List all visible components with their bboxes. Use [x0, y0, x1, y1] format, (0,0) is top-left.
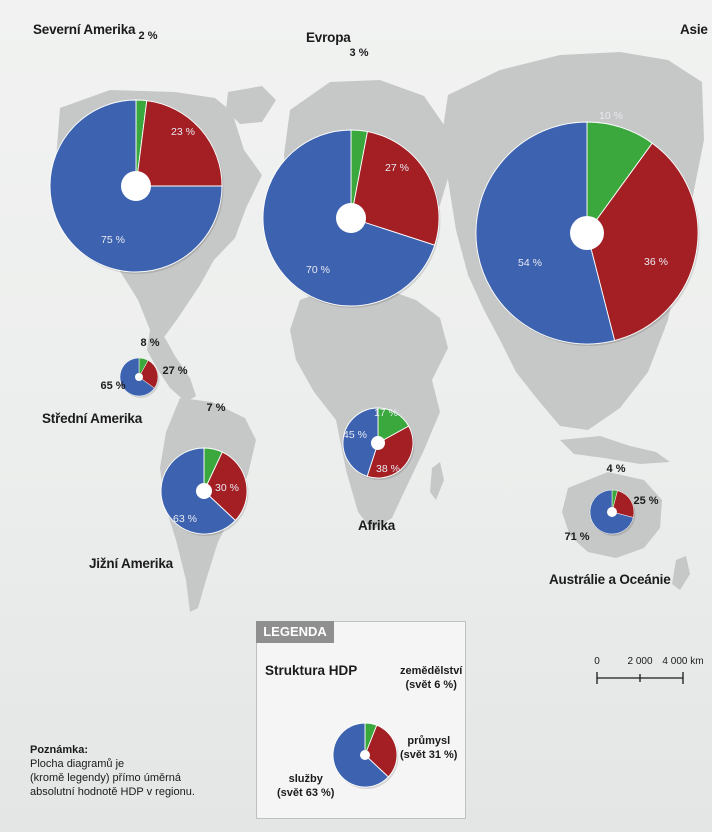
- pct-label-central-america-agriculture: 8 %: [140, 337, 160, 349]
- note-line-1: Plocha diagramů je: [30, 758, 125, 770]
- region-label-central-america: Střední Amerika: [42, 411, 143, 426]
- pct-label-south-america-industry: 30 %: [215, 482, 239, 494]
- pct-label-north-america-industry: 23 %: [171, 126, 195, 138]
- pct-label-europe-agriculture: 3 %: [349, 47, 369, 59]
- pie-slice-asia-prumysl: [586, 142, 699, 342]
- pct-label-asia-services: 54 %: [518, 257, 542, 269]
- pct-label-australia-services: 71 %: [564, 531, 590, 543]
- pct-label-europe-industry: 27 %: [385, 162, 409, 174]
- pie-australia-oceania: [589, 489, 636, 536]
- region-label-north-america: Severní Amerika: [33, 22, 136, 37]
- legend-services-world: (svět 63 %): [277, 787, 335, 799]
- pct-label-africa-services: 45 %: [343, 429, 367, 441]
- pct-label-asia-agriculture: 10 %: [599, 110, 623, 122]
- legend-industry-label: průmysl (svět 31 %): [400, 734, 457, 762]
- legend-industry-world: (svět 31 %): [400, 749, 458, 761]
- note-line-3: absolutní hodnotě HDP v regionu.: [30, 786, 195, 798]
- note-line-2: (kromě legendy) přímo úměrná: [30, 772, 182, 784]
- pie-europe: [262, 129, 441, 308]
- pie-slice-australia-oceania-prumysl: [611, 490, 635, 518]
- pct-label-australia-industry: 25 %: [633, 495, 659, 507]
- pct-label-south-america-services: 63 %: [173, 513, 197, 525]
- greenland-landmass: [226, 86, 276, 124]
- pie-slice-asia-sluzby: [475, 121, 616, 345]
- legend-industry-name: průmysl: [407, 735, 451, 747]
- pct-label-asia-industry: 36 %: [644, 256, 668, 268]
- pie-north-america: [49, 99, 224, 274]
- pie-slice-central-america-prumysl: [138, 360, 159, 389]
- region-label-australia-oceania: Austrálie a Oceánie: [549, 572, 671, 587]
- pct-label-europe-services: 70 %: [306, 264, 330, 276]
- legend-title: Struktura HDP: [265, 663, 358, 678]
- scale-bar: [596, 672, 684, 684]
- legend-tab: LEGENDA: [256, 621, 334, 643]
- pie-slice-south-america-prumysl: [203, 451, 248, 522]
- scale-tick-0: 0: [594, 656, 600, 667]
- pct-label-africa-agriculture: 17 %: [374, 407, 398, 419]
- legend-agriculture-name: zemědělství: [400, 665, 463, 677]
- region-label-asia: Asie: [680, 22, 708, 37]
- pie-slice-africa-prumysl: [366, 425, 414, 479]
- pct-label-australia-agriculture: 4 %: [606, 463, 626, 475]
- pct-label-central-america-industry: 27 %: [162, 365, 188, 377]
- new-zealand-landmass: [672, 556, 690, 590]
- region-label-europe: Evropa: [306, 30, 351, 45]
- pie-hole-central-america: [135, 373, 143, 381]
- legend-services-name: služby: [288, 773, 323, 785]
- pie-hole-africa: [371, 436, 385, 450]
- africa-landmass: [290, 285, 448, 530]
- note-block: Poznámka: Plocha diagramů je (kromě lege…: [30, 743, 195, 799]
- pie-asia: [475, 121, 700, 346]
- pct-label-africa-industry: 38 %: [376, 463, 400, 475]
- pie-hole-asia: [570, 216, 604, 250]
- central-america-landmass: [147, 330, 196, 402]
- scale-tick-4000: 4 000 km: [662, 656, 704, 667]
- pie-hole-north-america: [121, 171, 151, 201]
- region-label-africa: Afrika: [358, 518, 396, 533]
- pct-label-central-america-services: 65 %: [100, 380, 126, 392]
- pie-slice-north-america-prumysl: [135, 100, 223, 187]
- pie-slice-africa-sluzby: [342, 407, 379, 477]
- region-label-south-america: Jižní Amerika: [89, 556, 173, 571]
- pie-hole-europe: [336, 203, 366, 233]
- pie-central-america: [119, 357, 160, 398]
- madagascar-landmass: [430, 462, 444, 500]
- pie-hole-australia-oceania: [607, 507, 617, 517]
- pie-hole-south-america: [196, 483, 212, 499]
- legend-agriculture-world: (svět 6 %): [405, 679, 457, 691]
- legend-agriculture-label: zemědělství (svět 6 %): [400, 664, 462, 692]
- pie-slice-europe-prumysl: [350, 131, 440, 246]
- pct-label-north-america-agriculture: 2 %: [138, 30, 158, 42]
- pie-south-america: [160, 447, 249, 536]
- scale-tick-2000: 2 000: [627, 656, 653, 667]
- pct-label-north-america-services: 75 %: [101, 234, 125, 246]
- pie-charts-layer: [49, 99, 700, 536]
- pie-slice-north-america-sluzby: [49, 99, 223, 273]
- note-title: Poznámka:: [30, 744, 89, 756]
- indonesia-landmass: [560, 436, 670, 464]
- legend-services-label: služby (svět 63 %): [277, 772, 334, 800]
- pie-africa: [342, 407, 415, 480]
- pct-label-south-america-agriculture: 7 %: [206, 402, 226, 414]
